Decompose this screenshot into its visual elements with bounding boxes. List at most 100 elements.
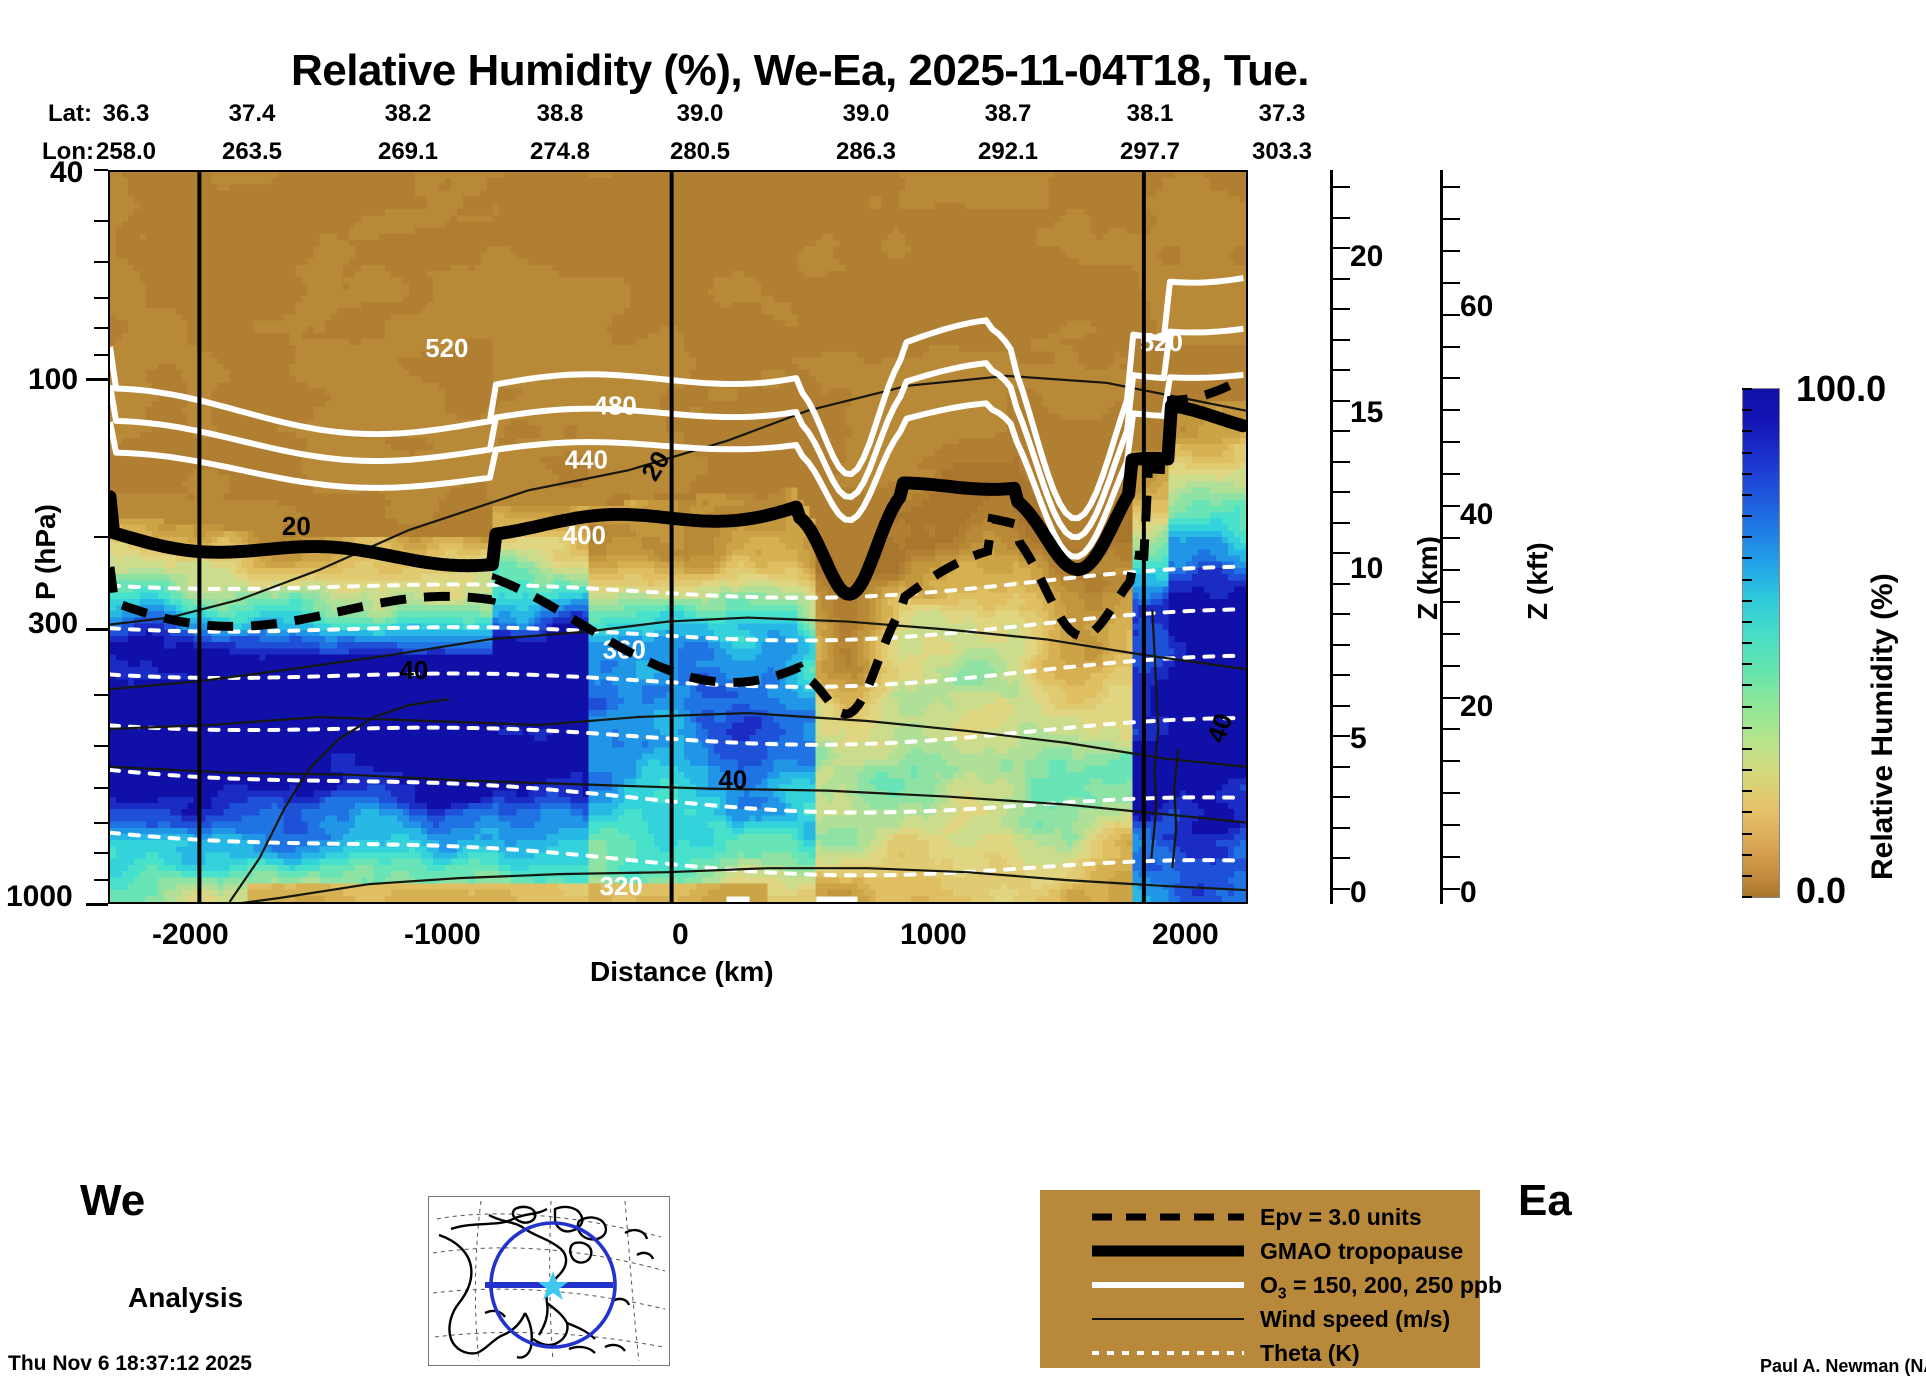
- axis-tick: [1330, 582, 1350, 585]
- colorbar-tick: [1742, 578, 1752, 581]
- colorbar-tick: [1742, 811, 1752, 814]
- axis-tick: [1440, 664, 1460, 667]
- axis-tick: [1440, 856, 1460, 859]
- longitude-value: 269.1: [348, 138, 468, 166]
- coastlines: [438, 1205, 655, 1359]
- axis-tick: [1440, 760, 1460, 763]
- longitude-value: 258.0: [66, 138, 186, 166]
- y-axis-tick: [94, 327, 108, 330]
- colorbar-max-label: 100.0: [1796, 368, 1886, 410]
- axis-tick: [1330, 704, 1350, 707]
- axis-tick: [1330, 399, 1350, 402]
- thin-solid-line-icon: [1092, 1318, 1244, 1320]
- colorbar-tick: [1742, 642, 1752, 644]
- longitude-value: 303.3: [1222, 138, 1342, 166]
- axis-tick: [1330, 308, 1350, 311]
- thick-solid-line-icon: [1092, 1245, 1244, 1257]
- author-credit: Paul A. Newman (NASA: [1760, 1356, 1926, 1377]
- axis-tick: [1330, 857, 1350, 860]
- axis-tick: [1330, 735, 1350, 738]
- zkm-tick-0: 0: [1350, 876, 1367, 910]
- y-axis-tick: [94, 261, 108, 264]
- colorbar-tick: [1742, 747, 1752, 750]
- latitude-value: 38.1: [1090, 100, 1210, 128]
- latitude-value: 37.4: [192, 100, 312, 128]
- axis-tick: [1330, 552, 1350, 555]
- colorbar-tick: [1742, 472, 1752, 475]
- axis-tick: [1440, 632, 1460, 635]
- y-axis-z-kft-title: Z (kft): [1522, 542, 1554, 620]
- y-axis-tick: [94, 296, 108, 299]
- axis-tick: [1440, 600, 1460, 603]
- latitude-track-row: Lat: 36.3 37.4 38.2 38.8 39.0 39.0 38.7 …: [0, 100, 1400, 130]
- longitude-value: 297.7: [1090, 138, 1210, 166]
- analysis-label: Analysis: [128, 1282, 243, 1314]
- axis-tick: [1440, 313, 1460, 316]
- colorbar-tick: [1742, 536, 1752, 539]
- longitude-value: 280.5: [640, 138, 760, 166]
- zkm-tick-10: 10: [1350, 552, 1383, 586]
- colorbar-title: Relative Humidity (%): [1866, 573, 1900, 880]
- colorbar-tick: [1742, 853, 1752, 856]
- latitude-value: 39.0: [806, 100, 926, 128]
- legend-label-ozone: O3 = 150, 200, 250 ppb: [1260, 1272, 1502, 1304]
- x-tick--1000: -1000: [404, 918, 481, 952]
- y-tick-300: 300: [28, 607, 78, 641]
- y-axis-tick: [86, 628, 108, 632]
- colorbar-tick: [1742, 663, 1752, 666]
- axis-tick: [1330, 430, 1350, 433]
- y-axis-tick: [86, 903, 108, 906]
- y-axis-tick: [94, 536, 108, 538]
- white-solid-line-icon: [1092, 1282, 1244, 1288]
- cross-section-plot[interactable]: 5205204804804404404004003603603203202020…: [108, 170, 1248, 904]
- x-tick-0: 0: [672, 918, 689, 952]
- axis-tick: [1330, 216, 1350, 219]
- legend-box: Epv = 3.0 units GMAO tropopause O3 = 150…: [1040, 1190, 1502, 1368]
- zkm-tick-5: 5: [1350, 722, 1367, 756]
- cross-section-canvas: 5205204804804404404004003603603203202020…: [110, 172, 1246, 902]
- legend-label-theta: Theta (K): [1260, 1340, 1360, 1367]
- longitude-value: 274.8: [500, 138, 620, 166]
- axis-tick: [1440, 792, 1460, 795]
- zkft-tick-20: 20: [1460, 690, 1493, 724]
- axis-tick: [1440, 186, 1460, 188]
- colorbar-tick: [1742, 388, 1752, 390]
- axis-tick: [1440, 888, 1460, 890]
- latitude-value: 36.3: [66, 100, 186, 128]
- colorbar-tick: [1742, 515, 1752, 517]
- zkft-tick-60: 60: [1460, 290, 1493, 324]
- axis-tick: [1330, 674, 1350, 677]
- colorbar-tick: [1742, 896, 1752, 898]
- y-axis-tick: [86, 377, 108, 381]
- axis-tick: [1330, 186, 1350, 188]
- legend-label-epv: Epv = 3.0 units: [1260, 1204, 1422, 1231]
- colorbar-tick: [1742, 599, 1752, 602]
- axis-tick: [1440, 824, 1460, 827]
- axis-tick: [1330, 796, 1350, 799]
- x-tick--2000: -2000: [152, 918, 229, 952]
- x-tick-2000: 2000: [1152, 918, 1219, 952]
- east-endpoint-label: Ea: [1518, 1176, 1572, 1226]
- y-axis-tick: [94, 878, 108, 881]
- zkm-tick-15: 15: [1350, 396, 1383, 430]
- legend-label-wind: Wind speed (m/s): [1260, 1306, 1450, 1333]
- colorbar-tick: [1742, 769, 1752, 771]
- axis-tick: [1330, 491, 1350, 494]
- inset-map-canvas: [429, 1197, 669, 1365]
- colorbar-tick: [1742, 493, 1752, 496]
- axis-tick: [1440, 217, 1460, 220]
- colorbar-tick: [1742, 726, 1752, 729]
- colorbar-min-label: 0.0: [1796, 870, 1846, 912]
- axis-tick: [1440, 281, 1460, 284]
- axis-tick: [1440, 249, 1460, 252]
- zkft-tick-0: 0: [1460, 876, 1477, 910]
- longitude-value: 292.1: [948, 138, 1068, 166]
- page-title: Relative Humidity (%), We-Ea, 2025-11-04…: [0, 46, 1600, 96]
- longitude-track-row: Lon: 258.0 263.5 269.1 274.8 280.5 286.3…: [0, 138, 1400, 168]
- y-tick-1000: 1000: [6, 880, 73, 914]
- white-dotted-line-icon: [1092, 1351, 1244, 1355]
- axis-tick: [1440, 441, 1460, 444]
- inset-location-map[interactable]: [428, 1196, 670, 1366]
- axis-tick: [1440, 345, 1460, 348]
- west-endpoint-label: We: [80, 1176, 145, 1226]
